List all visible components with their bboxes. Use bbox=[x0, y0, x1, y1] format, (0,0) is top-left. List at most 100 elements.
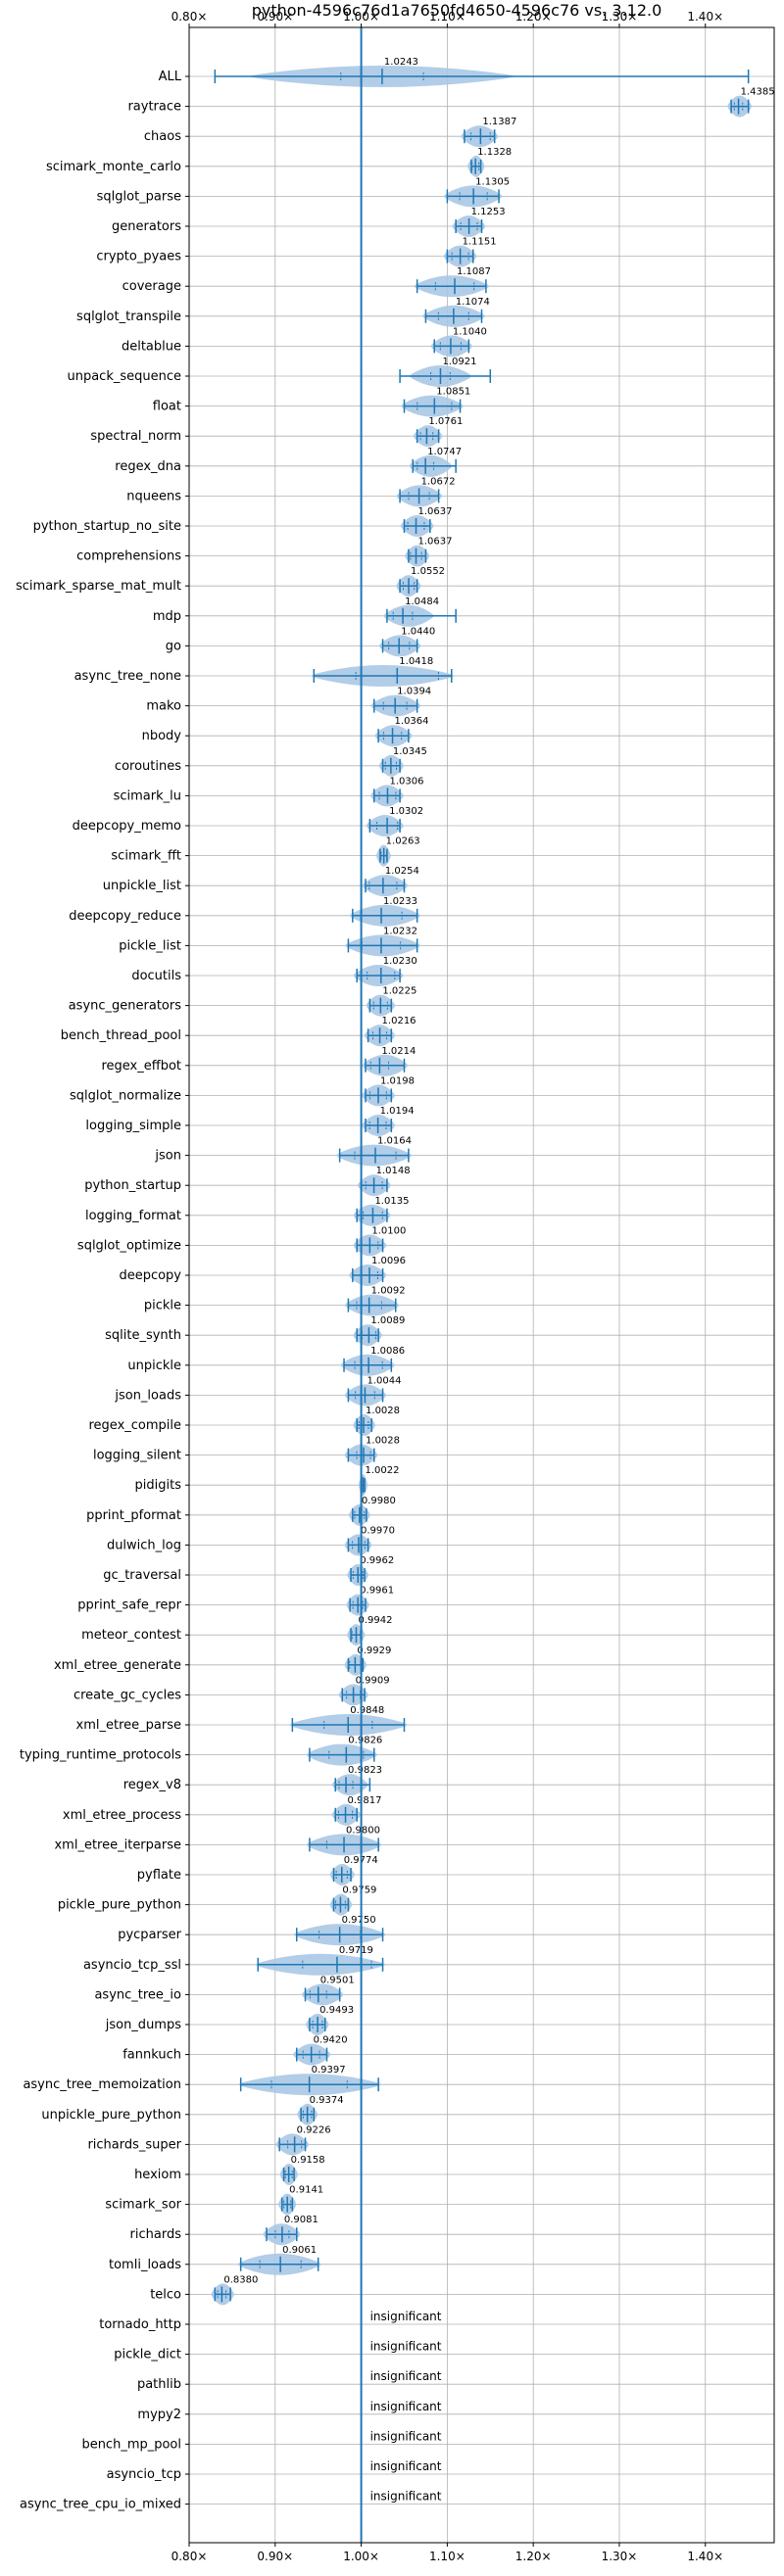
benchmark-name-label: coverage bbox=[122, 279, 181, 294]
benchmark-name-label: scimark_sor bbox=[105, 2198, 181, 2213]
mean-value-label: 0.9501 bbox=[320, 1975, 355, 1985]
x-tick-label-top: 1.40× bbox=[687, 10, 723, 24]
benchmark-name-label: pickle bbox=[144, 1299, 181, 1313]
benchmark-name-label: deltablue bbox=[122, 339, 181, 354]
mean-value-label: 1.0851 bbox=[436, 387, 470, 398]
mean-value-label: 0.9817 bbox=[348, 1795, 382, 1806]
benchmark-name-label: async_tree_io bbox=[94, 1987, 181, 2002]
mean-value-label: 1.1305 bbox=[475, 176, 510, 187]
benchmark-name-label: pycparser bbox=[118, 1928, 181, 1942]
mean-value-label: 0.9823 bbox=[348, 1765, 382, 1776]
benchmark-name-label: python_startup_no_site bbox=[33, 519, 181, 534]
benchmark-name-label: pyflate bbox=[137, 1868, 181, 1883]
mean-value-label: 0.9929 bbox=[357, 1646, 391, 1656]
benchmark-name-label: unpickle_pure_python bbox=[41, 2108, 181, 2123]
mean-value-label: 1.0233 bbox=[383, 896, 417, 907]
benchmark-name-label: coroutines bbox=[115, 759, 181, 774]
insignificant-label: insignificant bbox=[370, 2429, 442, 2443]
benchmark-name-label: async_tree_memoization bbox=[23, 2077, 181, 2092]
mean-value-label: 1.0089 bbox=[370, 1315, 405, 1326]
mean-value-label: 0.9970 bbox=[361, 1525, 395, 1536]
mean-value-label: 1.0086 bbox=[370, 1346, 405, 1357]
x-tick-label-top: 0.90× bbox=[257, 10, 293, 24]
mean-value-label: 0.9719 bbox=[339, 1945, 373, 1956]
mean-value-label: 1.0232 bbox=[383, 926, 417, 936]
benchmark-name-label: richards bbox=[130, 2227, 182, 2242]
mean-value-label: 1.0254 bbox=[385, 866, 419, 877]
benchmark-name-label: ALL bbox=[159, 70, 182, 84]
benchmark-name-label: chaos bbox=[144, 129, 181, 144]
benchmark-name-label: async_tree_cpu_io_mixed bbox=[20, 2498, 181, 2512]
mean-value-label: 1.4385 bbox=[741, 87, 775, 98]
benchmark-name-label: async_tree_none bbox=[74, 669, 181, 684]
mean-value-label: 1.0921 bbox=[442, 357, 476, 367]
mean-value-label: 0.9081 bbox=[284, 2215, 318, 2225]
benchmark-name-label: scimark_sparse_mat_mult bbox=[16, 579, 181, 594]
benchmark-name-label: deepcopy_reduce bbox=[69, 909, 181, 924]
benchmark-name-label: regex_compile bbox=[88, 1418, 181, 1433]
benchmark-name-label: xml_etree_iterparse bbox=[54, 1837, 181, 1852]
mean-value-label: 1.0747 bbox=[427, 447, 462, 457]
benchmark-name-label: xml_etree_generate bbox=[54, 1658, 181, 1673]
benchmark-name-label: scimark_lu bbox=[114, 788, 181, 803]
benchmark-name-label: deepcopy_memo bbox=[73, 819, 181, 834]
mean-value-label: 1.0484 bbox=[405, 596, 439, 607]
insignificant-label: insignificant bbox=[370, 2459, 442, 2473]
axis-layer: 0.80× 0.80× 0.90× 0.90× 1.00× 1.00× 1.10× 1.10×… bbox=[16, 10, 723, 2563]
benchmark-name-label: regex_effbot bbox=[101, 1059, 181, 1073]
benchmark-name-label: bench_thread_pool bbox=[61, 1028, 181, 1043]
mean-value-label: 0.9397 bbox=[312, 2065, 346, 2075]
benchmark-name-label: raytrace bbox=[127, 100, 181, 115]
benchmark-name-label: docutils bbox=[131, 969, 181, 983]
mean-value-label: 0.9848 bbox=[350, 1705, 384, 1716]
insignificant-label: insignificant bbox=[370, 2310, 442, 2323]
x-tick-label-top: 1.30× bbox=[602, 10, 638, 24]
mean-value-label: 0.9226 bbox=[297, 2124, 331, 2135]
benchmark-name-label: pprint_pformat bbox=[86, 1508, 181, 1523]
mean-value-label: 0.9759 bbox=[342, 1885, 376, 1896]
benchmark-name-label: unpickle_list bbox=[103, 879, 181, 893]
benchmark-name-label: deepcopy bbox=[119, 1268, 181, 1283]
benchmark-name-label: logging_silent bbox=[93, 1449, 181, 1463]
x-tick-label-bottom: 1.10× bbox=[429, 2550, 466, 2563]
benchmark-name-label: scimark_fft bbox=[111, 849, 181, 864]
mean-value-label: 1.0345 bbox=[393, 746, 427, 757]
benchmark-name-label: nbody bbox=[142, 729, 182, 743]
benchmark-name-label: mdp bbox=[153, 609, 181, 624]
benchmark-name-label: unpack_sequence bbox=[67, 369, 181, 384]
mean-value-label: 0.9909 bbox=[356, 1675, 390, 1686]
mean-value-label: 1.0263 bbox=[386, 836, 420, 847]
plot-frame bbox=[188, 26, 775, 2544]
x-tick-label-bottom: 0.90× bbox=[257, 2550, 293, 2563]
mean-value-label: 1.0148 bbox=[376, 1166, 411, 1176]
mean-value-label: 1.0092 bbox=[371, 1286, 406, 1297]
benchmark-name-label: create_gc_cycles bbox=[74, 1688, 181, 1702]
mean-value-label: 1.0028 bbox=[366, 1436, 400, 1447]
mean-value-label: 1.0100 bbox=[371, 1225, 406, 1236]
benchmark-name-label: sqlite_synth bbox=[105, 1328, 181, 1343]
benchmark-name-label: json_loads bbox=[114, 1388, 181, 1403]
benchmark-name-label: pickle_dict bbox=[114, 2348, 181, 2362]
mean-value-label: 1.1328 bbox=[477, 147, 512, 158]
benchmark-name-label: dulwich_log bbox=[107, 1538, 181, 1552]
benchmark-name-label: sqlglot_transpile bbox=[76, 310, 181, 324]
mean-value-label: 1.0552 bbox=[411, 566, 445, 577]
benchmark-name-label: json bbox=[154, 1149, 181, 1164]
mean-value-label: 1.0302 bbox=[389, 806, 423, 817]
benchmark-name-label: regex_v8 bbox=[123, 1778, 181, 1792]
mean-value-label: 1.0418 bbox=[399, 656, 433, 667]
mean-value-label: 0.9750 bbox=[342, 1915, 376, 1926]
benchmark-name-label: async_generators bbox=[69, 999, 182, 1014]
x-tick-label-top: 1.20× bbox=[515, 10, 552, 24]
benchmark-name-label: pickle_pure_python bbox=[58, 1898, 181, 1913]
x-tick-label-bottom: 1.40× bbox=[687, 2550, 723, 2563]
benchmark-name-label: nqueens bbox=[126, 489, 181, 503]
chart-title: python-4596c76d1a7650fd4650-4596c76 vs. … bbox=[252, 1, 662, 20]
insignificant-label: insignificant bbox=[370, 2490, 442, 2504]
mean-value-label: 0.9962 bbox=[360, 1555, 394, 1566]
mean-value-label: 1.0135 bbox=[374, 1196, 409, 1207]
benchmark-name-label: gc_traversal bbox=[103, 1568, 181, 1583]
benchmark-name-label: regex_dna bbox=[115, 459, 181, 474]
benchmark-name-label: tomli_loads bbox=[109, 2258, 181, 2272]
